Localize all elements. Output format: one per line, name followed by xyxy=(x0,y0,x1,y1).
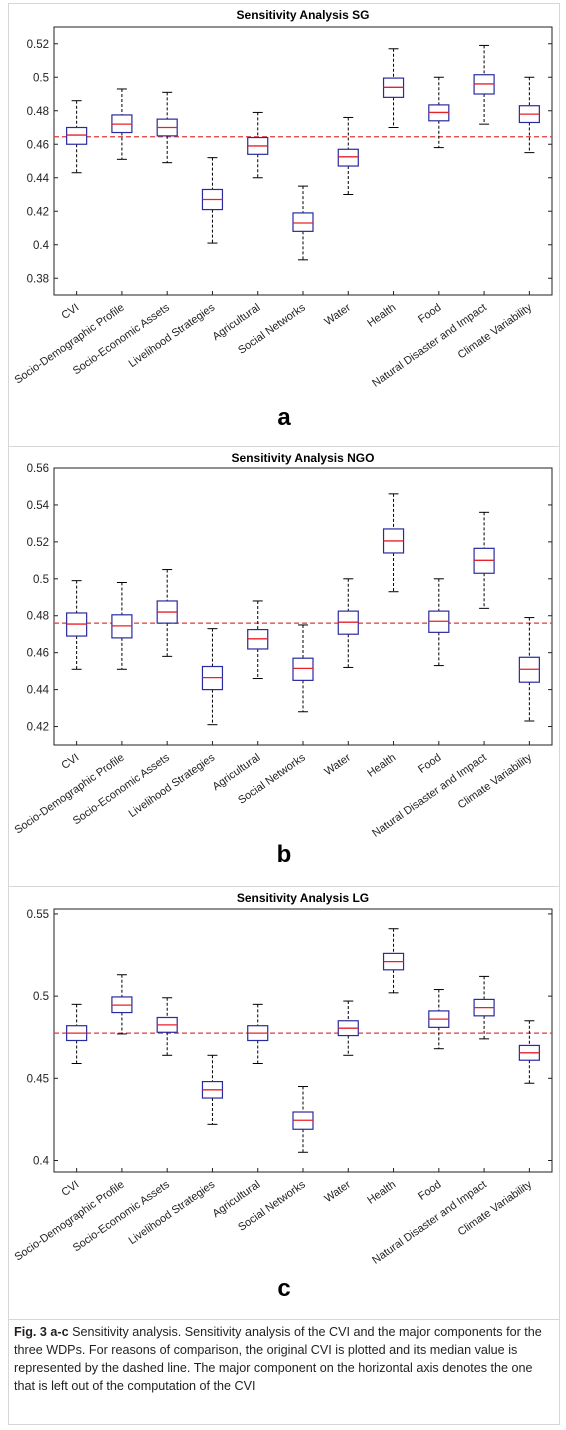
box-5 xyxy=(247,600,269,680)
iqr-box xyxy=(292,657,314,681)
y-tick-label: 0.5 xyxy=(33,72,49,84)
x-tick-label: Health xyxy=(365,752,398,780)
y-tick-label: 0.44 xyxy=(27,173,50,185)
caption-lead: Fig. 3 a-c xyxy=(14,1325,69,1339)
box-10 xyxy=(473,44,495,125)
x-tick-label: CVI xyxy=(59,302,81,322)
box-5 xyxy=(247,111,269,179)
x-tick-label: Water xyxy=(322,301,353,328)
plot-frame xyxy=(53,467,553,746)
iqr-box xyxy=(66,126,88,145)
iqr-box xyxy=(337,148,359,167)
box-4 xyxy=(201,628,224,726)
chart-sg: Sensitivity Analysis SG 0.38 0.4 0.42 0.44 0.… xyxy=(13,8,553,390)
panel-label-b: b xyxy=(276,841,292,868)
box-10 xyxy=(473,975,495,1040)
box-6 xyxy=(292,624,314,713)
panel-c: Sensitivity Analysis LG 0.4 0.45 0.5 0.55 CVI… xyxy=(8,886,560,1320)
x-tick-label: Climate Variability xyxy=(456,1178,535,1238)
y-tick-label: 0.48 xyxy=(27,611,49,623)
chart-title: Sensitivity Analysis LG xyxy=(237,891,369,905)
plot-frame xyxy=(53,908,553,1173)
x-tick-label: Livelihood Strategies xyxy=(127,1178,218,1247)
panel-label-a: a xyxy=(277,404,291,431)
y-tick-label: 0.55 xyxy=(27,909,49,921)
box-7 xyxy=(337,1000,359,1056)
iqr-box xyxy=(292,212,314,232)
box-4 xyxy=(201,157,224,244)
figure-caption: Fig. 3 a-c Sensitivity analysis. Sensiti… xyxy=(14,1323,556,1395)
y-tick-label: 0.54 xyxy=(27,500,50,512)
box-9 xyxy=(428,76,450,149)
box-11 xyxy=(518,1020,540,1084)
box-1 xyxy=(66,580,88,670)
chart-title: Sensitivity Analysis SG xyxy=(237,8,370,22)
plot-frame xyxy=(53,26,553,296)
chart-ngo: Sensitivity Analysis NGO 0.42 0.44 0.46 0.48… xyxy=(13,451,553,840)
x-tick-label: Food xyxy=(416,752,443,776)
box-7 xyxy=(337,116,359,195)
chart-title: Sensitivity Analysis NGO xyxy=(232,451,375,465)
y-tick-label: 0.5 xyxy=(33,991,49,1003)
chart-lg: Sensitivity Analysis LG 0.4 0.45 0.5 0.55 CVI… xyxy=(13,891,553,1267)
y-tick-label: 0.52 xyxy=(27,39,49,51)
box-6 xyxy=(292,1086,314,1153)
y-tick-label: 0.5 xyxy=(33,574,49,586)
box-8 xyxy=(382,928,405,994)
y-tick-label: 0.45 xyxy=(27,1073,49,1085)
panel-a: Sensitivity Analysis SG 0.38 0.4 0.42 0.44 0.… xyxy=(8,3,560,447)
x-tick-label: CVI xyxy=(59,752,81,772)
box-11 xyxy=(518,617,540,722)
x-tick-label: Water xyxy=(322,751,353,778)
x-tick-label: Climate Variability xyxy=(456,301,535,361)
x-tick-label: Climate Variability xyxy=(456,751,535,811)
y-tick-label: 0.44 xyxy=(27,685,50,697)
y-tick-label: 0.46 xyxy=(27,648,49,660)
caption-box xyxy=(8,1312,560,1425)
box-9 xyxy=(428,989,450,1050)
box-9 xyxy=(428,578,450,667)
box-2 xyxy=(111,581,133,670)
x-tick-label: Health xyxy=(365,1179,398,1207)
box-1 xyxy=(66,1003,88,1065)
panel-b: Sensitivity Analysis NGO 0.42 0.44 0.46 0.48… xyxy=(8,446,560,887)
y-tick-label: 0.4 xyxy=(33,240,50,252)
x-tick-label: Food xyxy=(416,302,443,326)
box-3 xyxy=(156,569,178,657)
y-tick-label: 0.46 xyxy=(27,139,49,151)
x-tick-label: Water xyxy=(322,1178,353,1205)
box-2 xyxy=(111,974,133,1035)
x-tick-label: Health xyxy=(365,302,398,330)
box-5 xyxy=(247,1003,269,1065)
y-tick-label: 0.52 xyxy=(27,537,49,549)
x-tick-label: CVI xyxy=(59,1179,81,1199)
box-4 xyxy=(201,1054,224,1125)
y-tick-label: 0.42 xyxy=(27,206,49,218)
y-tick-label: 0.4 xyxy=(33,1155,50,1167)
box-6 xyxy=(292,185,314,261)
x-tick-label: Livelihood Strategies xyxy=(127,301,218,370)
caption-text: Sensitivity analysis. Sensitivity analys… xyxy=(14,1325,542,1393)
box-1 xyxy=(66,100,88,174)
box-11 xyxy=(518,76,540,154)
y-tick-label: 0.48 xyxy=(27,106,49,118)
panel-label-c: c xyxy=(277,1275,291,1302)
x-tick-label: Livelihood Strategies xyxy=(127,751,218,820)
box-10 xyxy=(473,511,495,609)
box-2 xyxy=(111,88,133,160)
box-8 xyxy=(382,493,405,593)
box-3 xyxy=(156,997,178,1056)
box-8 xyxy=(382,48,405,128)
y-tick-label: 0.38 xyxy=(27,273,49,285)
y-tick-label: 0.56 xyxy=(27,463,49,475)
x-tick-label: Food xyxy=(416,1179,443,1203)
y-tick-label: 0.42 xyxy=(27,722,49,734)
box-7 xyxy=(337,578,359,668)
box-3 xyxy=(156,91,178,164)
